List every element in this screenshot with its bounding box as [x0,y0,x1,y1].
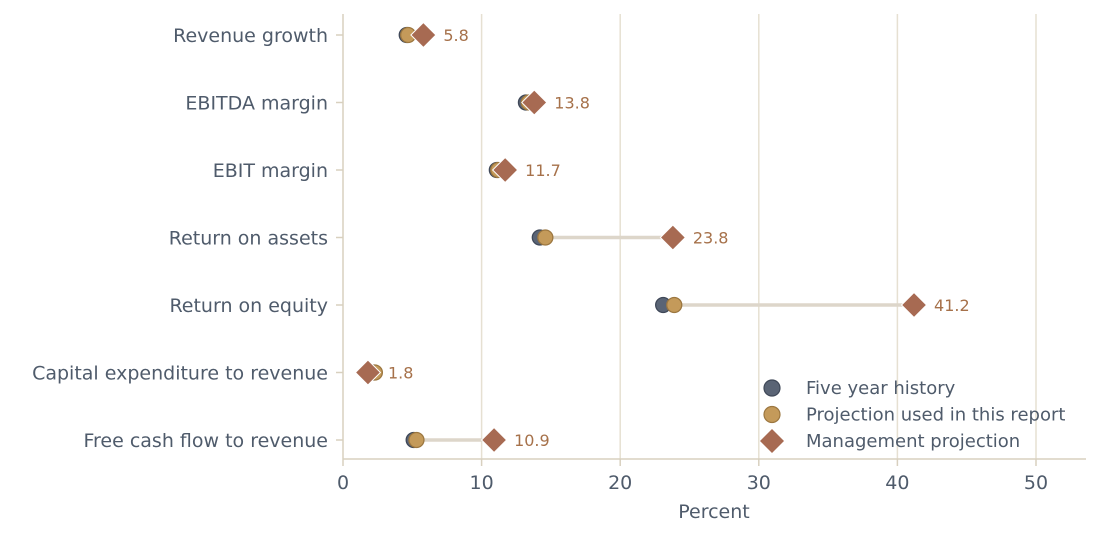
data-label: 41.2 [934,296,970,315]
x-axis-title: Percent [678,501,750,523]
y-tick-label: Free cash flow to revenue [83,430,328,452]
y-tick-label: Return on assets [169,228,328,250]
y-tick-label: Return on equity [169,295,328,317]
data-label: 5.8 [443,26,468,45]
data-label: 11.7 [525,161,561,180]
data-labels: 5.8 13.8 11.7 23.8 41.2 1.8 10.9 [388,26,970,450]
management-point [354,359,382,386]
projection-point [537,229,554,246]
management-point [480,426,508,454]
legend: Five year history Projection used in this… [760,378,1065,453]
data-label: 13.8 [554,94,590,113]
management-point [521,89,548,116]
y-tick-label: Capital expenditure to revenue [32,363,328,385]
legend-label: Five year history [806,378,956,399]
x-tick-label: 20 [608,472,632,494]
management-point [410,21,437,49]
legend-swatch-projection-point [763,405,781,424]
x-tick-label: 10 [470,472,494,494]
y-tick-label: Revenue growth [173,25,328,47]
x-tick-label: 30 [747,472,771,494]
y-tick-label: EBITDA margin [185,93,328,115]
legend-label: Management projection [806,431,1020,452]
x-tick-label: 50 [1024,472,1048,494]
y-tick-label: EBIT margin [213,160,328,182]
data-label: 23.8 [693,229,729,248]
projection-point [408,431,425,449]
markers [354,21,928,454]
management-point [900,291,928,319]
data-label: 10.9 [514,431,550,450]
x-ticks: 0 10 20 30 40 50 [337,459,1048,494]
x-tick-label: 40 [885,472,909,494]
legend-label: Projection used in this report [806,405,1065,426]
data-label: 1.8 [388,364,413,383]
x-tick-label: 0 [337,472,349,494]
legend-swatch-management-point [760,429,784,453]
axes [342,14,1086,460]
projection-point [666,296,683,314]
legend-swatch-history-point [763,379,781,397]
gridlines [480,14,1037,459]
management-point [659,224,687,251]
y-ticks: Revenue growth EBITDA margin EBIT margin Re… [32,25,343,452]
management-point [491,156,519,184]
